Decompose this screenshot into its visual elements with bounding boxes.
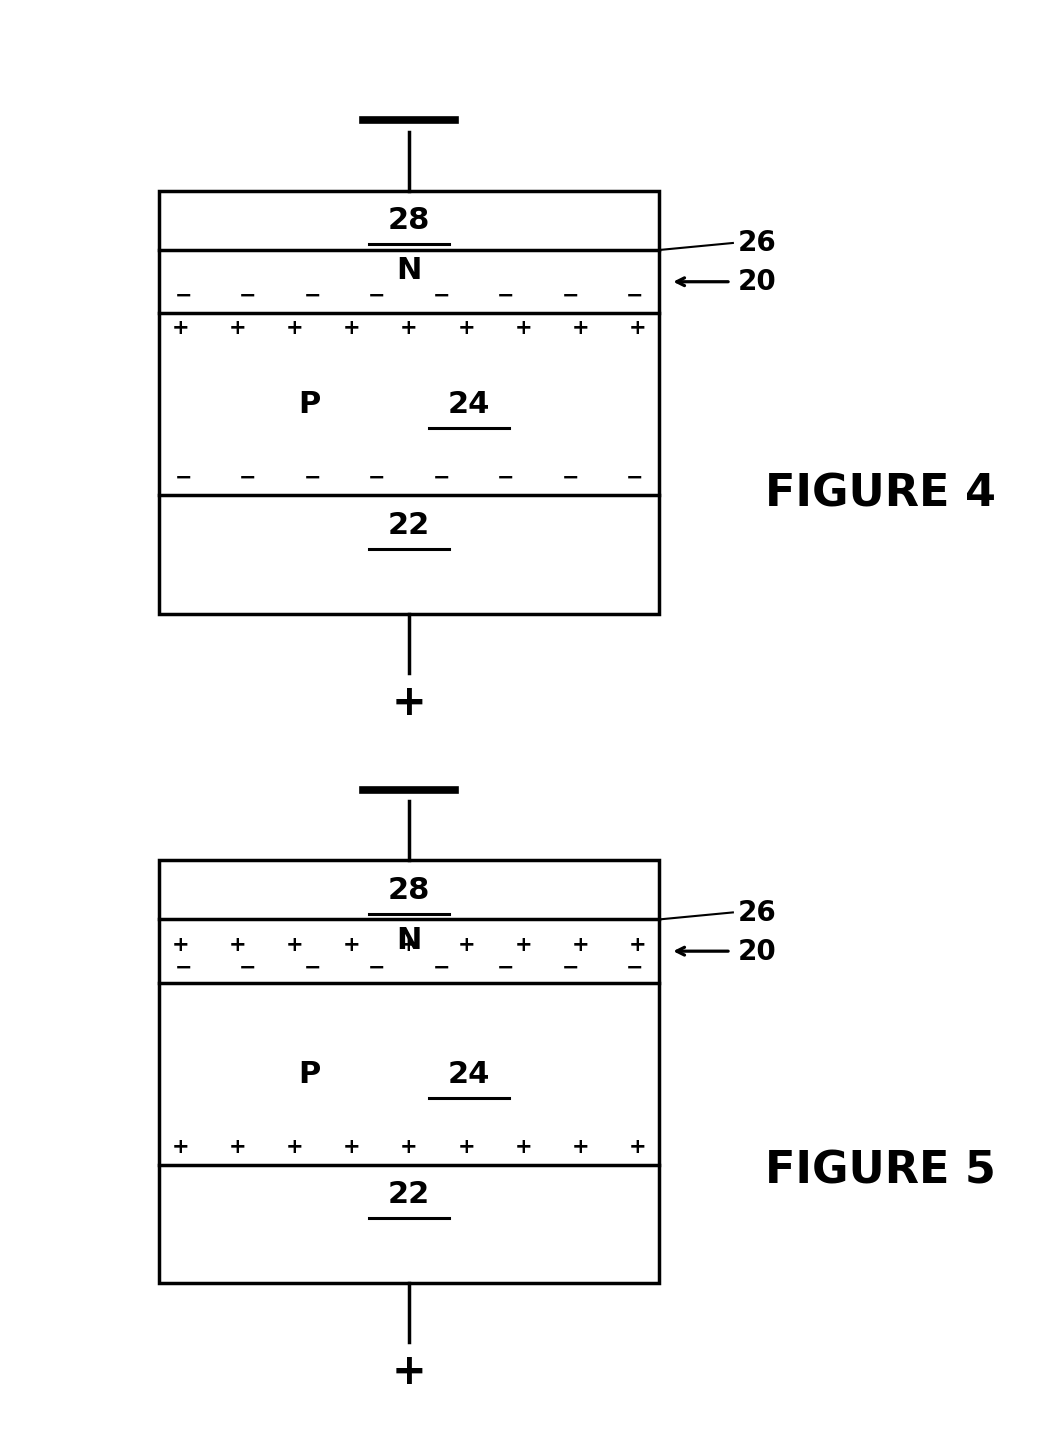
Text: +: + [400,318,418,338]
Text: +: + [343,318,360,338]
Text: −: − [304,286,321,307]
Text: −: − [304,468,321,488]
Text: −: − [497,957,515,977]
Text: +: + [572,318,590,338]
Text: −: − [562,957,579,977]
Text: −: − [367,957,385,977]
Text: −: − [367,286,385,307]
Text: −: − [562,286,579,307]
Text: +: + [171,318,189,338]
Text: −: − [367,468,385,488]
Text: +: + [286,1137,304,1157]
Text: −: − [626,286,643,307]
Text: −: − [626,957,643,977]
Text: +: + [229,318,246,338]
Text: +: + [286,318,304,338]
Text: +: + [628,318,646,338]
Text: +: + [515,935,532,955]
Text: P: P [298,390,321,419]
Text: +: + [343,1137,360,1157]
Text: −: − [239,286,257,307]
Text: −: − [432,286,450,307]
Text: +: + [400,1137,418,1157]
Text: FIGURE 5: FIGURE 5 [764,1148,996,1191]
Text: FIGURE 4: FIGURE 4 [764,472,996,515]
Text: 20: 20 [738,268,777,296]
Text: 28: 28 [387,875,430,905]
Text: 20: 20 [738,937,777,966]
Text: +: + [457,1137,475,1157]
Text: +: + [515,318,532,338]
Text: +: + [515,1137,532,1157]
Text: +: + [572,1137,590,1157]
Text: +: + [229,935,246,955]
Text: N: N [397,256,422,285]
Text: −: − [239,468,257,488]
Text: −: − [497,468,515,488]
Text: −: − [497,286,515,307]
Text: 24: 24 [448,1059,491,1088]
Text: +: + [171,935,189,955]
Text: −: − [432,957,450,977]
Text: +: + [392,682,426,724]
Text: +: + [572,935,590,955]
Text: 22: 22 [388,1180,430,1209]
Text: −: − [626,468,643,488]
Text: 28: 28 [387,206,430,235]
Text: −: − [174,468,192,488]
Text: +: + [628,1137,646,1157]
Text: +: + [457,318,475,338]
Text: −: − [562,468,579,488]
Text: −: − [304,957,321,977]
Text: +: + [229,1137,246,1157]
Text: +: + [171,1137,189,1157]
Text: +: + [343,935,360,955]
Text: P: P [298,1059,321,1088]
Text: 26: 26 [738,229,777,258]
Text: −: − [174,286,192,307]
Text: +: + [400,935,418,955]
Text: +: + [628,935,646,955]
Text: +: + [286,935,304,955]
Text: 22: 22 [388,511,430,540]
Text: −: − [432,468,450,488]
Text: +: + [457,935,475,955]
Text: N: N [397,925,422,954]
Text: −: − [239,957,257,977]
Text: −: − [174,957,192,977]
Text: 26: 26 [738,898,777,927]
Text: 24: 24 [448,390,491,419]
Text: +: + [392,1351,426,1393]
